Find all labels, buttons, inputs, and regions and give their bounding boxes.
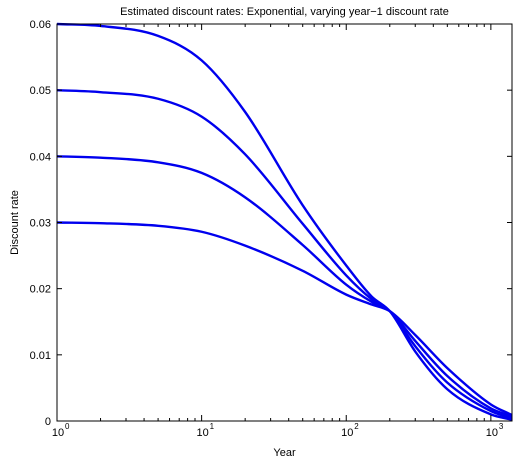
x-tick-label: 10 [196,427,208,439]
x-tick-label: 10 [52,427,64,439]
series-line-3 [56,155,513,418]
y-tick-label: 0.04 [30,151,51,163]
y-tick-label: 0.01 [30,350,51,362]
x-tick-label: 10 [341,427,353,439]
x-tick-exponent: 1 [210,422,215,431]
series-line-2 [56,88,513,420]
y-tick-label: 0.03 [30,218,51,230]
axes [56,23,513,422]
series-line-4 [56,221,513,417]
x-tick-exponent: 3 [499,422,504,431]
y-axis-title: Discount rate [9,190,21,255]
x-axis-title: Year [273,447,296,459]
y-tick-label: 0 [45,416,51,428]
x-tick-exponent: 2 [354,422,359,431]
y-tick-label: 0.02 [30,284,51,296]
x-tick-exponent: 0 [65,422,70,431]
plot-frame [56,23,513,422]
series-line-1 [56,22,513,421]
chart-title: Estimated discount rates: Exponential, v… [120,6,449,18]
plot-lines [56,22,513,421]
y-tick-label: 0.05 [30,85,51,97]
x-tick-label: 10 [486,427,498,439]
y-tick-label: 0.06 [30,19,51,31]
